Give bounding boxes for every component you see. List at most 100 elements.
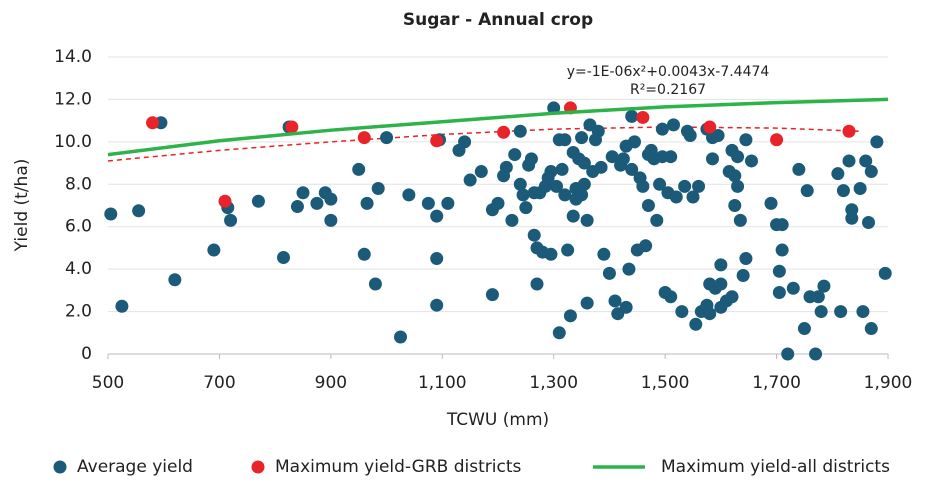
y-tick-label: 14.0: [54, 47, 92, 67]
y-tick-label: 2.0: [65, 302, 92, 322]
legend-label: Average yield: [77, 457, 193, 477]
point: [550, 179, 563, 193]
point: [856, 305, 870, 319]
point: [733, 213, 747, 227]
y-tick-label: 0: [81, 344, 92, 364]
point: [115, 299, 129, 313]
point: [577, 156, 591, 170]
point: [725, 290, 739, 304]
point: [686, 190, 700, 204]
point: [575, 131, 589, 145]
point: [310, 196, 324, 210]
point: [703, 307, 717, 321]
point: [772, 285, 786, 299]
x-tick-label: 500: [92, 373, 124, 393]
point: [775, 243, 789, 257]
point: [736, 269, 750, 283]
point: [558, 188, 572, 202]
point: [563, 309, 577, 323]
point: [285, 120, 299, 134]
point: [692, 179, 706, 193]
point: [132, 204, 146, 218]
point: [544, 165, 558, 179]
point: [622, 262, 636, 276]
point: [402, 188, 416, 202]
point: [636, 110, 650, 124]
point: [530, 277, 544, 291]
point: [224, 213, 238, 227]
x-tick-label: 900: [315, 373, 347, 393]
point: [458, 135, 472, 149]
point: [625, 109, 639, 123]
point: [296, 186, 310, 200]
point: [524, 152, 538, 166]
point: [497, 125, 511, 139]
point: [745, 154, 758, 168]
point: [817, 279, 831, 293]
y-tick-label: 4.0: [65, 259, 92, 279]
point: [430, 298, 444, 312]
point: [324, 213, 338, 227]
point: [575, 188, 589, 202]
point: [800, 184, 814, 198]
point: [491, 196, 505, 210]
x-axis-label: TCWU (mm): [446, 410, 549, 430]
point: [731, 150, 745, 164]
point: [714, 258, 728, 272]
point: [566, 209, 580, 223]
point: [513, 177, 527, 191]
point: [619, 300, 633, 314]
point: [669, 190, 683, 204]
point: [739, 133, 753, 147]
point: [513, 124, 527, 138]
point: [809, 347, 823, 361]
point: [664, 150, 678, 164]
point: [842, 124, 856, 138]
point: [653, 177, 667, 191]
point: [499, 160, 513, 174]
legend-swatch: [251, 460, 265, 474]
point: [728, 169, 742, 183]
point: [781, 347, 795, 361]
point: [786, 281, 800, 295]
point: [878, 266, 892, 280]
y-tick-label: 12.0: [54, 89, 92, 109]
point: [430, 209, 444, 223]
point: [597, 247, 611, 261]
point: [628, 135, 641, 149]
r-squared: R²=0.2167: [630, 82, 706, 98]
y-tick-label: 10.0: [54, 132, 92, 152]
legend-label: Maximum yield-GRB districts: [275, 457, 521, 477]
point: [689, 317, 703, 331]
chart-title: Sugar - Annual crop: [403, 10, 593, 30]
x-tick-label: 1,700: [752, 373, 801, 393]
point: [625, 162, 639, 176]
point: [580, 213, 594, 227]
point: [703, 120, 717, 134]
point: [251, 194, 265, 208]
y-tick-label: 6.0: [65, 217, 92, 237]
point: [811, 290, 825, 304]
point: [207, 243, 221, 257]
point: [360, 196, 374, 210]
legend-label: Maximum yield-all districts: [661, 457, 890, 477]
point: [608, 294, 622, 308]
point: [864, 322, 878, 336]
point: [814, 305, 828, 319]
point: [862, 215, 875, 229]
point: [792, 162, 806, 176]
point: [711, 128, 725, 142]
point: [639, 239, 653, 253]
point: [870, 135, 884, 149]
point: [430, 252, 444, 266]
point: [394, 330, 407, 344]
point: [371, 182, 385, 196]
point: [706, 152, 719, 166]
x-tick-label: 700: [203, 373, 235, 393]
x-tick-label: 1,300: [529, 373, 578, 393]
point: [558, 133, 572, 147]
point: [602, 266, 616, 280]
point: [527, 228, 541, 242]
point: [463, 173, 477, 187]
